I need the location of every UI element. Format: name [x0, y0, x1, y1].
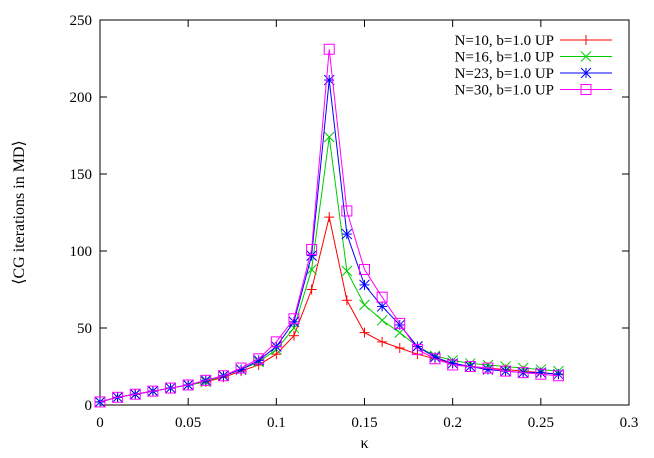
y-tick-label: 100 — [70, 244, 93, 260]
y-tick-label: 250 — [70, 13, 93, 29]
data-point — [341, 265, 353, 277]
data-point — [359, 279, 370, 291]
x-tick-label: 0.2 — [443, 415, 462, 431]
x-axis-label: κ — [360, 435, 368, 452]
series-line — [99, 80, 559, 403]
data-point — [323, 43, 335, 55]
data-point — [306, 243, 318, 255]
data-point — [217, 370, 229, 382]
data-point — [235, 362, 247, 374]
data-point — [535, 368, 547, 380]
data-point — [182, 379, 194, 391]
data-point — [270, 336, 282, 348]
x-tick-label: 0 — [96, 415, 104, 431]
legend-entry: N=30, b=1.0 UP — [455, 83, 612, 99]
data-point — [482, 362, 494, 374]
x-tick-label: 0.05 — [175, 415, 201, 431]
data-point — [341, 295, 352, 306]
legend-label: N=10, b=1.0 UP — [455, 33, 554, 49]
data-point — [323, 131, 335, 143]
legend-label: N=16, b=1.0 UP — [455, 50, 554, 66]
data-point — [429, 353, 441, 365]
data-point — [412, 341, 423, 352]
data-point — [288, 330, 299, 341]
data-point — [129, 388, 141, 400]
data-point — [517, 367, 529, 379]
series-line — [99, 136, 559, 403]
data-point — [288, 313, 300, 325]
x-tick-label: 0.3 — [620, 415, 639, 431]
legend-label: N=30, b=1.0 UP — [455, 83, 554, 99]
x-tick-label: 0.1 — [267, 415, 286, 431]
legend-marker — [580, 51, 592, 62]
data-point — [500, 365, 512, 377]
data-point — [376, 291, 388, 303]
data-point — [324, 212, 335, 223]
data-point — [341, 205, 353, 217]
data-point — [253, 353, 265, 365]
series-line — [99, 49, 559, 403]
data-point — [288, 316, 300, 328]
data-point — [165, 382, 177, 394]
series-3 — [94, 74, 564, 408]
legend-entry: N=10, b=1.0 UP — [455, 33, 612, 49]
data-point — [306, 284, 317, 295]
series-line — [99, 217, 559, 403]
legend-marker — [580, 84, 592, 95]
legend: N=10, b=1.0 UPN=16, b=1.0 UPN=23, b=1.0 … — [455, 33, 612, 99]
data-point — [200, 374, 212, 386]
data-point — [359, 327, 370, 338]
x-tick-label: 0.15 — [351, 415, 377, 431]
series-1 — [95, 212, 564, 407]
series-4 — [94, 43, 564, 408]
legend-entry: N=16, b=1.0 UP — [455, 50, 612, 66]
y-tick-label: 150 — [70, 167, 93, 183]
y-axis-label: ⟨CG iterations in MD⟩ — [11, 140, 28, 284]
data-point — [341, 228, 353, 240]
data-point — [94, 396, 106, 408]
data-point — [306, 250, 317, 261]
data-point — [394, 317, 406, 329]
y-tick-label: 0 — [85, 398, 93, 414]
data-point — [464, 361, 476, 372]
x-tick-label: 0.25 — [528, 415, 554, 431]
legend-label: N=23, b=1.0 UP — [455, 66, 554, 82]
data-point — [359, 299, 370, 311]
legend-marker — [581, 35, 591, 45]
data-point — [552, 370, 564, 382]
legend-entry: N=23, b=1.0 UP — [455, 66, 612, 82]
data-point — [306, 264, 317, 275]
data-point — [394, 343, 405, 354]
legend-marker — [580, 67, 592, 79]
data-point — [376, 314, 388, 326]
data-point — [359, 263, 370, 275]
y-tick-label: 50 — [77, 321, 92, 337]
y-tick-label: 200 — [70, 90, 93, 106]
data-point — [447, 359, 459, 371]
data-point — [112, 391, 124, 403]
data-point — [411, 344, 423, 356]
data-point — [147, 385, 159, 397]
data-point — [377, 336, 388, 347]
data-point — [376, 301, 388, 312]
